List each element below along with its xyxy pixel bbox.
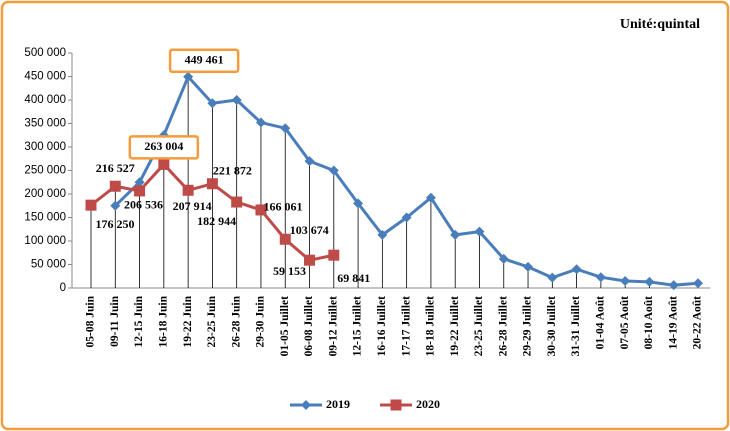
x-tick-label: 09-11 Juin: [109, 295, 121, 346]
x-tick-label: 29-29 Juillet: [522, 296, 534, 357]
y-tick-label: 0: [60, 282, 66, 294]
marker: [668, 280, 679, 291]
y-tick-label: 300 000: [24, 141, 66, 153]
y-tick-label: 500 000: [24, 47, 66, 59]
x-tick-label: 19-22 Juillet: [449, 296, 461, 357]
x-tick-label: 30-30 Juillet: [546, 296, 558, 357]
data-label: 103 674: [290, 223, 329, 237]
data-label: 206 536: [124, 198, 163, 212]
marker: [134, 185, 146, 197]
marker: [328, 249, 340, 261]
marker: [693, 278, 703, 289]
x-tick-label: 14-19 Août: [667, 296, 679, 350]
marker: [425, 192, 436, 203]
data-label: 221 872: [213, 163, 252, 177]
y-tick-label: 50 000: [31, 259, 66, 271]
chart-title: Unité:quintal: [620, 17, 700, 32]
y-tick-label: 450 000: [24, 71, 66, 83]
x-tick-label: 31-31 Juillet: [570, 296, 582, 357]
y-tick-label: 200 000: [24, 188, 66, 200]
marker: [620, 275, 631, 286]
marker: [401, 212, 412, 223]
marker: [377, 229, 388, 240]
marker: [110, 200, 121, 211]
marker: [644, 276, 655, 287]
data-label: 69 841: [337, 271, 370, 285]
marker: [547, 272, 558, 283]
marker: [498, 253, 509, 264]
y-tick-label: 350 000: [24, 118, 66, 130]
data-label: 449 461: [185, 53, 224, 67]
y-tick-label: 250 000: [24, 165, 66, 177]
x-tick-label: 23-25 Juillet: [473, 296, 485, 357]
marker: [280, 123, 291, 134]
x-tick-label: 16-16 Juillet: [376, 296, 388, 357]
marker: [134, 177, 145, 188]
marker: [206, 178, 218, 190]
x-tick-label: 26-28 Juin: [230, 295, 242, 347]
marker: [595, 272, 606, 283]
x-tick-label: 07-05 Août: [619, 296, 631, 350]
data-label: 166 061: [263, 200, 302, 214]
x-tick-label: 08-10 Août: [643, 296, 655, 350]
data-label: 207 914: [173, 199, 212, 213]
marker: [231, 95, 242, 105]
marker: [523, 261, 534, 272]
marker: [85, 199, 97, 211]
label-box: [168, 48, 240, 74]
x-tick-label: 29-30 Juin: [255, 295, 267, 347]
marker: [255, 204, 267, 216]
y-tick-label: 150 000: [24, 212, 66, 224]
marker: [207, 98, 218, 109]
x-tick-label: 17-17 Juillet: [400, 296, 412, 357]
marker: [304, 156, 315, 167]
marker: [474, 226, 485, 237]
marker: [571, 264, 582, 275]
x-tick-label: 18-18 Juillet: [425, 296, 437, 357]
marker: [158, 158, 170, 170]
marker: [353, 198, 364, 209]
marker: [328, 165, 339, 176]
legend-label: 2020: [416, 397, 440, 411]
label-box: [128, 135, 200, 160]
x-tick-label: 12-15 Juillet: [352, 296, 364, 357]
legend-label: 2019: [326, 397, 350, 411]
x-tick-label: 06-08 Juillet: [303, 296, 315, 357]
x-tick-label: 26-28 Juillet: [497, 296, 509, 357]
marker: [279, 233, 291, 245]
y-tick-label: 400 000: [24, 94, 66, 106]
x-tick-label: 23-25 Juin: [206, 295, 218, 347]
x-tick-label: 09-12 Juillet: [327, 296, 339, 357]
x-tick-label: 16-18 Juin: [157, 295, 169, 347]
marker: [450, 229, 461, 240]
y-tick-label: 100 000: [24, 235, 66, 247]
data-label: 216 527: [96, 161, 135, 175]
x-tick-label: 01-05 Juillet: [279, 296, 291, 357]
marker: [109, 180, 121, 192]
x-tick-label: 20-22 Août: [692, 296, 704, 350]
x-tick-label: 01-04 Août: [595, 296, 607, 350]
marker: [183, 71, 194, 82]
data-label: 263 004: [144, 139, 183, 153]
legend-marker: [301, 400, 311, 410]
marker: [182, 184, 194, 196]
x-tick-label: 12-15 Juin: [133, 295, 145, 347]
data-label: 59 153: [273, 264, 306, 278]
marker: [304, 254, 316, 266]
marker: [255, 117, 266, 128]
marker: [231, 196, 243, 208]
legend-marker: [390, 399, 402, 411]
data-label: 182 944: [197, 214, 236, 228]
x-tick-label: 19-22 Juin: [182, 295, 194, 347]
data-label: 176 250: [96, 217, 135, 231]
x-tick-label: 05-08 Juin: [85, 295, 97, 347]
